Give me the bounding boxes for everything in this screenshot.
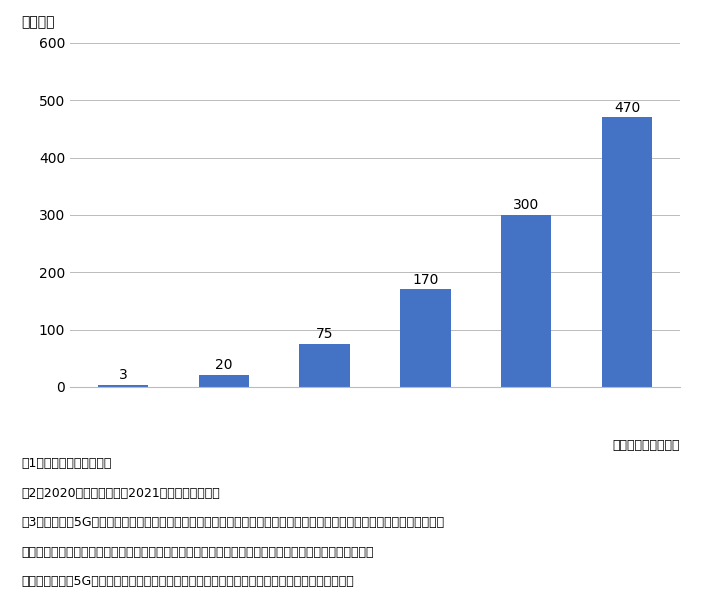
Bar xyxy=(299,344,350,387)
Text: 300: 300 xyxy=(513,198,539,212)
Text: 矢野経済研究所調べ: 矢野経済研究所調べ xyxy=(613,439,680,452)
Text: 電波利用料／回線利用料・通信費、プラットフォーム／クラウド利用料、運用管理費などを対象とした。: 電波利用料／回線利用料・通信費、プラットフォーム／クラウド利用料、運用管理費など… xyxy=(21,546,374,559)
Text: 170: 170 xyxy=(412,273,439,287)
Text: 20: 20 xyxy=(215,359,233,373)
Text: 75: 75 xyxy=(316,327,334,341)
Bar xyxy=(501,215,552,387)
Text: 注1．事業者売上高ベース: 注1．事業者売上高ベース xyxy=(21,457,111,470)
Bar xyxy=(400,289,451,387)
Text: （億円）: （億円） xyxy=(21,15,55,29)
Text: 注2．2020年度は見込値、2021年度以降は予測値: 注2．2020年度は見込値、2021年度以降は予測値 xyxy=(21,487,220,500)
Text: 但し、ローカル5Gネットワークのインフラ設備（基地局など）の費用や工事費は含んでいない。: 但し、ローカル5Gネットワークのインフラ設備（基地局など）の費用や工事費は含んで… xyxy=(21,575,354,588)
Text: 3: 3 xyxy=(118,368,128,383)
Bar xyxy=(98,385,148,387)
Text: 注3．ローカル5Gネットワークを構築するためのシステム／アプリケーション開発費、通信モジュール、端末／デバイス、: 注3．ローカル5Gネットワークを構築するためのシステム／アプリケーション開発費、… xyxy=(21,516,444,529)
Bar xyxy=(602,117,652,387)
Bar xyxy=(198,375,249,387)
Text: 470: 470 xyxy=(614,101,640,115)
